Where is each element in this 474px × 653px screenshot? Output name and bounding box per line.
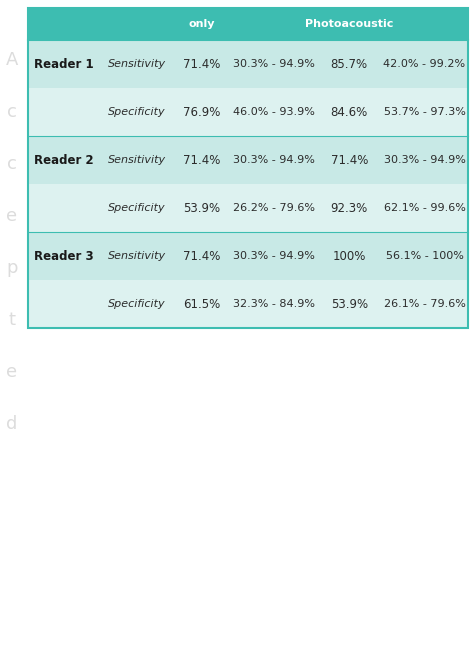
Text: 30.3% - 94.9%: 30.3% - 94.9% bbox=[233, 59, 315, 69]
Text: e: e bbox=[7, 207, 18, 225]
Text: 85.7%: 85.7% bbox=[331, 57, 368, 71]
Text: Photoacoustic: Photoacoustic bbox=[305, 19, 393, 29]
Text: Reader 2: Reader 2 bbox=[34, 153, 94, 167]
Text: 26.2% - 79.6%: 26.2% - 79.6% bbox=[233, 203, 315, 213]
Text: 84.6%: 84.6% bbox=[330, 106, 368, 118]
Bar bbox=[28, 8, 468, 40]
Text: 32.3% - 84.9%: 32.3% - 84.9% bbox=[233, 299, 315, 309]
Text: 53.9%: 53.9% bbox=[331, 298, 368, 310]
Text: e: e bbox=[7, 363, 18, 381]
Text: d: d bbox=[6, 415, 18, 433]
Text: Sensitivity: Sensitivity bbox=[108, 155, 165, 165]
Text: Sensitivity: Sensitivity bbox=[108, 251, 165, 261]
Text: c: c bbox=[7, 155, 17, 173]
Text: 56.1% - 100%: 56.1% - 100% bbox=[385, 251, 464, 261]
Text: 100%: 100% bbox=[333, 249, 366, 263]
Text: Specificity: Specificity bbox=[108, 299, 165, 309]
Bar bbox=[28, 136, 468, 184]
Bar bbox=[28, 40, 468, 88]
Text: A: A bbox=[6, 51, 18, 69]
Text: 92.3%: 92.3% bbox=[330, 202, 368, 214]
Bar bbox=[28, 8, 468, 328]
Text: 76.9%: 76.9% bbox=[183, 106, 220, 118]
Text: Reader 3: Reader 3 bbox=[34, 249, 94, 263]
Bar bbox=[28, 184, 468, 232]
Text: 53.7% - 97.3%: 53.7% - 97.3% bbox=[383, 107, 465, 117]
Text: Reader 1: Reader 1 bbox=[34, 57, 94, 71]
Bar bbox=[28, 232, 468, 280]
Text: only: only bbox=[188, 19, 215, 29]
Text: 71.4%: 71.4% bbox=[183, 153, 220, 167]
Text: 71.4%: 71.4% bbox=[330, 153, 368, 167]
Text: 30.3% - 94.9%: 30.3% - 94.9% bbox=[383, 155, 465, 165]
Bar bbox=[28, 88, 468, 136]
Text: Specificity: Specificity bbox=[108, 107, 165, 117]
Bar bbox=[28, 280, 468, 328]
Text: 26.1% - 79.6%: 26.1% - 79.6% bbox=[383, 299, 465, 309]
Text: 71.4%: 71.4% bbox=[183, 57, 220, 71]
Text: 46.0% - 93.9%: 46.0% - 93.9% bbox=[233, 107, 315, 117]
Text: 62.1% - 99.6%: 62.1% - 99.6% bbox=[383, 203, 465, 213]
Text: p: p bbox=[6, 259, 18, 277]
Text: Specificity: Specificity bbox=[108, 203, 165, 213]
Text: 61.5%: 61.5% bbox=[183, 298, 220, 310]
Text: 42.0% - 99.2%: 42.0% - 99.2% bbox=[383, 59, 465, 69]
Text: 30.3% - 94.9%: 30.3% - 94.9% bbox=[233, 155, 315, 165]
Text: 71.4%: 71.4% bbox=[183, 249, 220, 263]
Text: 53.9%: 53.9% bbox=[183, 202, 220, 214]
Text: 30.3% - 94.9%: 30.3% - 94.9% bbox=[233, 251, 315, 261]
Text: c: c bbox=[7, 103, 17, 121]
Text: t: t bbox=[9, 311, 16, 329]
Text: Sensitivity: Sensitivity bbox=[108, 59, 165, 69]
